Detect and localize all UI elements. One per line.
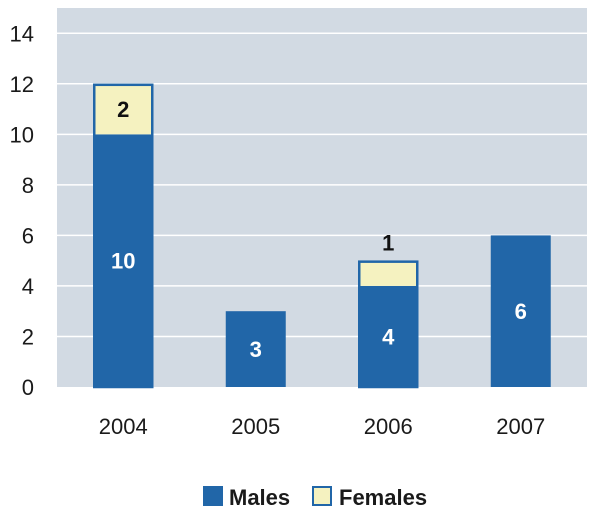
bars: 10 2 3 4 1 6 — [93, 83, 551, 389]
data-label-males-2005: 3 — [250, 337, 262, 362]
y-tick-label: 10 — [10, 122, 34, 147]
data-label-males-2007: 6 — [515, 299, 527, 324]
x-axis: 2004 2005 2006 2007 — [99, 414, 545, 439]
y-axis: 0 2 4 6 8 10 12 14 — [10, 21, 34, 400]
bar-outline-2004 — [93, 83, 154, 389]
x-tick-label: 2006 — [364, 414, 413, 439]
bar-males-2004 — [93, 134, 154, 387]
y-tick-label: 8 — [22, 173, 34, 198]
legend-swatch-females — [312, 486, 332, 506]
bar-females-2004 — [93, 83, 154, 135]
bar-males-2007 — [490, 235, 551, 387]
y-tick-label: 0 — [22, 375, 34, 400]
bar-males-2005 — [225, 311, 286, 387]
y-tick-label: 6 — [22, 223, 34, 248]
y-tick-label: 14 — [10, 21, 34, 46]
bar-outline-2006 — [358, 260, 419, 389]
data-label-females-2006: 1 — [382, 231, 394, 256]
bar-females-2006 — [358, 260, 419, 286]
x-tick-label: 2004 — [99, 414, 148, 439]
y-tick-label: 4 — [22, 274, 34, 299]
legend-label-females: Females — [339, 485, 427, 510]
data-label-males-2004: 10 — [111, 249, 135, 274]
x-tick-label: 2007 — [496, 414, 545, 439]
legend-swatch-males — [203, 486, 223, 506]
x-tick-label: 2005 — [231, 414, 280, 439]
legend-label-males: Males — [229, 485, 290, 510]
legend: Males Females — [203, 485, 427, 510]
data-label-males-2006: 4 — [382, 324, 395, 349]
bar-males-2006 — [358, 285, 419, 387]
y-tick-label: 12 — [10, 72, 34, 97]
data-label-females-2004: 2 — [117, 97, 129, 122]
y-tick-label: 2 — [22, 324, 34, 349]
